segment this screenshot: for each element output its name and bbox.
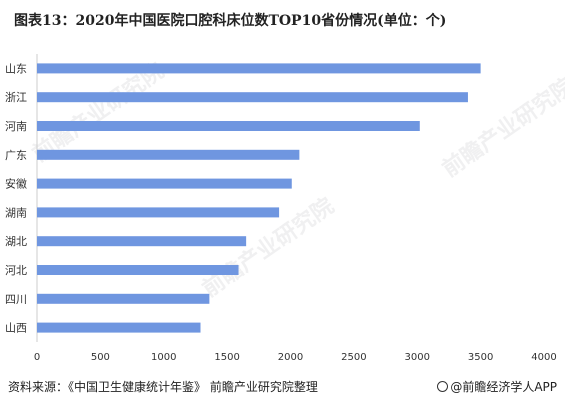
category-label: 河北 <box>5 264 27 277</box>
source-note: 资料来源：《中国卫生健康统计年鉴》 前瞻产业研究院整理 <box>8 380 318 394</box>
x-tick-label: 1500 <box>214 352 239 363</box>
brand-credit: @前瞻经济学人APP <box>437 378 557 395</box>
category-label: 广东 <box>5 149 27 162</box>
bar-3 <box>37 149 300 160</box>
x-tick-label: 3500 <box>468 352 493 363</box>
bar-7 <box>37 265 239 275</box>
chart-title: 图表13：2020年中国医院口腔科床位数TOP10省份情况(单位：个) <box>14 13 447 29</box>
bar-5 <box>37 207 280 218</box>
category-label: 湖南 <box>5 206 27 219</box>
x-tick-label: 500 <box>91 352 110 363</box>
category-label: 山西 <box>5 322 27 335</box>
x-tick-label: 0 <box>34 352 40 363</box>
bar-2 <box>37 121 420 131</box>
brand-text: @前瞻经济学人APP <box>450 380 557 394</box>
bar-6 <box>37 236 247 247</box>
bar-1 <box>37 92 468 103</box>
category-label: 湖北 <box>5 235 27 248</box>
category-label: 河南 <box>5 120 27 133</box>
bar-8 <box>37 293 210 304</box>
category-label: 安徽 <box>5 177 27 191</box>
category-label: 四川 <box>5 293 27 306</box>
bar-9 <box>37 322 201 333</box>
bar-0 <box>37 63 481 74</box>
x-tick-label: 4000 <box>531 352 556 363</box>
bar-4 <box>37 178 292 189</box>
brand-logo-icon <box>437 381 449 392</box>
category-label: 浙江 <box>5 91 27 104</box>
x-tick-label: 2500 <box>341 352 366 363</box>
x-tick-label: 3000 <box>405 352 430 363</box>
x-tick-label: 2000 <box>278 352 303 363</box>
category-label: 山东 <box>5 62 27 75</box>
x-tick-label: 1000 <box>151 352 176 363</box>
